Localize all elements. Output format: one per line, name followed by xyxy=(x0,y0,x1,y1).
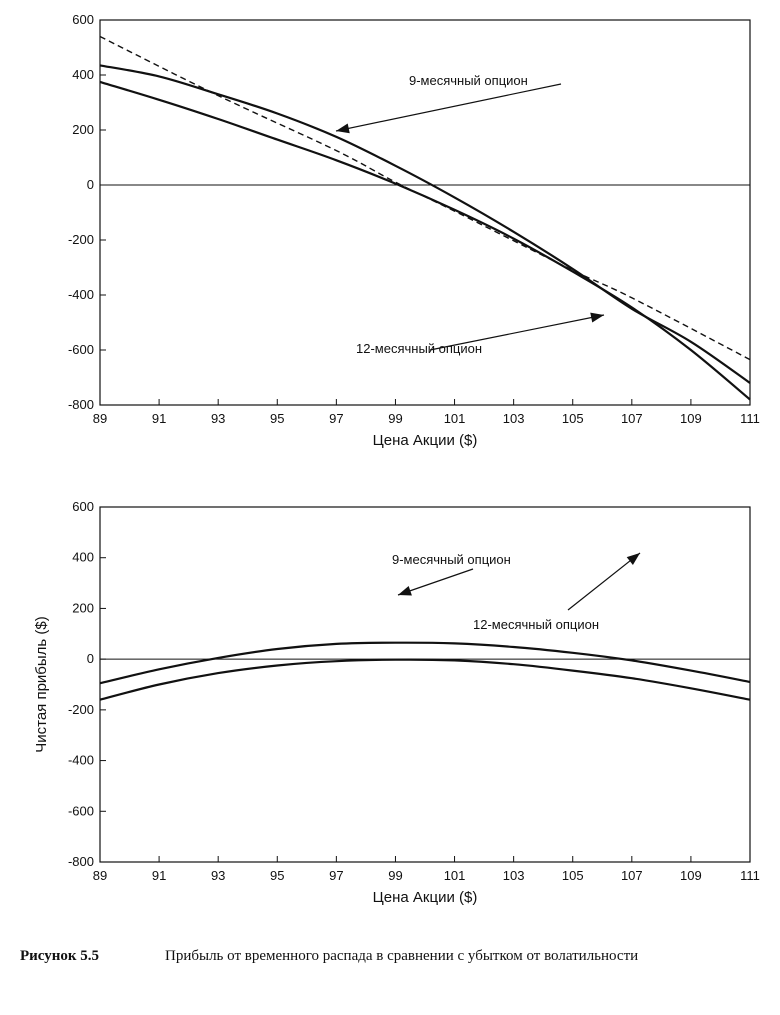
x-tick-label: 89 xyxy=(93,411,107,426)
y-tick-label: 600 xyxy=(72,12,94,27)
series-line-1 xyxy=(99,641,751,685)
caption-number: Рисунок 5.5 xyxy=(20,948,100,964)
x-tick-label: 99 xyxy=(388,868,402,883)
y-tick-label: 0 xyxy=(87,177,94,192)
annotation-arrowhead xyxy=(336,123,350,134)
y-tick-label: 200 xyxy=(72,600,94,615)
series-line-2 xyxy=(99,80,751,401)
x-tick-label: 107 xyxy=(621,411,643,426)
y-axis-label: Чистая прибыль ($) xyxy=(33,616,50,753)
dashed-series-line xyxy=(99,35,751,361)
x-axis-label: Цена Акции ($) xyxy=(373,889,478,906)
y-tick-label: -600 xyxy=(68,803,94,818)
x-tick-label: 95 xyxy=(270,868,284,883)
x-tick-label: 91 xyxy=(152,411,166,426)
y-tick-label: -600 xyxy=(68,342,94,357)
annotation-arrowhead xyxy=(590,312,604,323)
x-tick-label: 111 xyxy=(740,868,760,883)
y-tick-label: -200 xyxy=(68,232,94,247)
y-tick-label: 200 xyxy=(72,122,94,137)
y-tick-label: 400 xyxy=(72,67,94,82)
x-tick-label: 99 xyxy=(388,411,402,426)
y-tick-label: -800 xyxy=(68,397,94,412)
annotation-label: 9-месячный опцион xyxy=(392,552,511,567)
x-tick-label: 103 xyxy=(503,868,525,883)
x-tick-label: 109 xyxy=(680,868,702,883)
x-tick-label: 93 xyxy=(211,868,225,883)
x-tick-label: 97 xyxy=(329,868,343,883)
x-tick-label: 107 xyxy=(621,868,643,883)
x-tick-label: 89 xyxy=(93,868,107,883)
x-tick-label: 105 xyxy=(562,868,584,883)
y-tick-label: 0 xyxy=(87,651,94,666)
series-line-2 xyxy=(99,658,751,701)
annotation-arrow-line xyxy=(397,568,474,596)
x-axis-label: Цена Акции ($) xyxy=(373,432,478,449)
x-tick-label: 103 xyxy=(503,411,525,426)
x-tick-label: 111 xyxy=(740,411,760,426)
plot-frame xyxy=(99,19,751,406)
y-tick-label: -400 xyxy=(68,287,94,302)
y-tick-label: 400 xyxy=(72,550,94,565)
annotation-arrowhead xyxy=(398,586,412,596)
plot-frame xyxy=(99,506,751,863)
x-tick-label: 93 xyxy=(211,411,225,426)
caption-text: Прибыль от временного распада в сравнени… xyxy=(165,948,639,964)
annotation-arrow-line xyxy=(335,83,562,132)
annotation-arrowhead xyxy=(626,553,640,565)
x-tick-label: 101 xyxy=(444,868,466,883)
annotation-arrow-line xyxy=(567,552,641,611)
x-tick-label: 95 xyxy=(270,411,284,426)
x-tick-label: 109 xyxy=(680,411,702,426)
y-tick-label: 600 xyxy=(72,499,94,514)
y-tick-label: -800 xyxy=(68,854,94,869)
annotation-label: 9-месячный опцион xyxy=(409,73,528,88)
y-tick-label: -400 xyxy=(68,753,94,768)
x-tick-label: 91 xyxy=(152,868,166,883)
annotation-label: 12-месячный опцион xyxy=(356,341,482,356)
x-tick-label: 101 xyxy=(444,411,466,426)
x-tick-label: 97 xyxy=(329,411,343,426)
annotation-label: 12-месячный опцион xyxy=(473,617,599,632)
annotation-arrow-line xyxy=(429,314,605,351)
x-tick-label: 105 xyxy=(562,411,584,426)
y-tick-label: -200 xyxy=(68,702,94,717)
